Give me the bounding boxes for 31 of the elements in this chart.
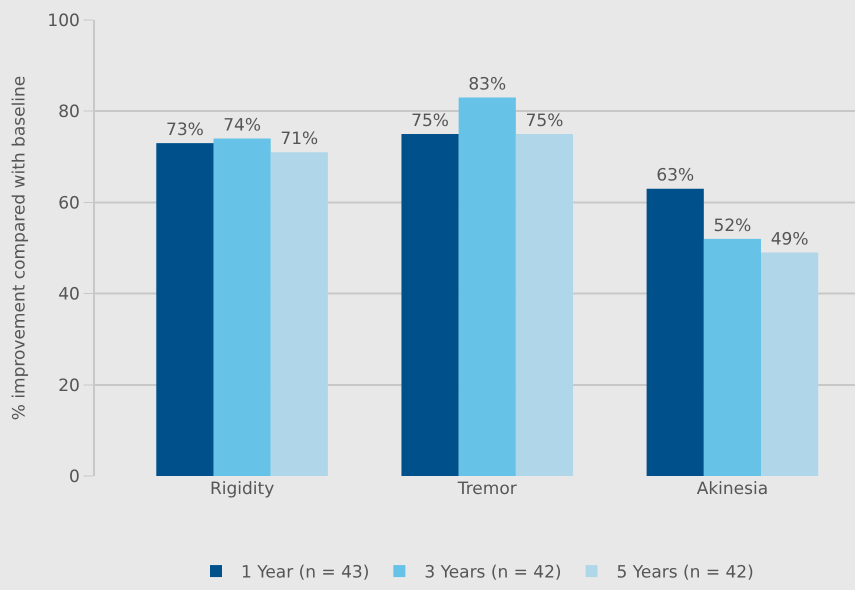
- data-label: 75%: [411, 111, 449, 131]
- data-label: 73%: [166, 120, 204, 140]
- bar: [458, 98, 516, 476]
- data-label: 74%: [223, 116, 261, 136]
- bar: [516, 134, 574, 476]
- y-tick-label: 60: [58, 193, 80, 214]
- x-tick-label: Akinesia: [696, 479, 768, 499]
- y-tick-label: 80: [58, 102, 80, 122]
- y-tick-label: 100: [47, 10, 80, 31]
- bar: [761, 252, 818, 476]
- bar: [213, 138, 271, 476]
- x-tick-label: Tremor: [456, 479, 517, 499]
- legend-label: 5 Years (n = 42): [616, 562, 754, 583]
- bar: [704, 238, 762, 476]
- y-tick-label: 20: [58, 376, 80, 396]
- x-tick-label: Rigidity: [210, 479, 274, 499]
- data-label: 52%: [714, 216, 752, 236]
- y-tick-label: 0: [69, 466, 80, 487]
- legend-label: 1 Year (n = 43): [241, 562, 370, 583]
- y-axis-title: % improvement compared with baseline: [9, 76, 30, 420]
- bar: [270, 152, 328, 476]
- data-label: 83%: [468, 74, 506, 95]
- bar: [156, 143, 214, 476]
- data-label: 75%: [526, 111, 564, 131]
- y-tick-label: 40: [58, 284, 80, 305]
- data-label: 63%: [656, 166, 694, 186]
- data-label: 49%: [770, 230, 809, 250]
- legend-label: 3 Years (n = 42): [424, 562, 562, 583]
- bar: [401, 134, 459, 476]
- data-label: 71%: [280, 129, 318, 150]
- bar: [646, 188, 704, 476]
